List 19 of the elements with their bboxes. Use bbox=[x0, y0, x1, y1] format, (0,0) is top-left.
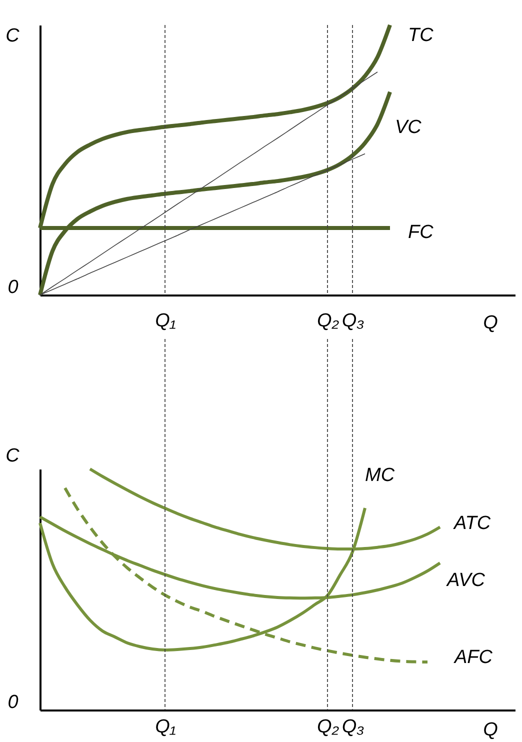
x-axis-title: Q bbox=[483, 720, 498, 740]
series-label: TC bbox=[408, 25, 434, 46]
series-label: AVC bbox=[446, 570, 486, 591]
series-label: ATC bbox=[453, 513, 491, 534]
y-axis-title: C bbox=[6, 446, 20, 466]
series-label: FC bbox=[408, 222, 434, 244]
text: 0 bbox=[8, 277, 19, 298]
x-tick-label: Q₃ bbox=[342, 716, 365, 738]
text: 0 bbox=[8, 692, 19, 713]
series-label: AFC bbox=[454, 647, 493, 668]
x-tick-label: Q₁ bbox=[155, 716, 176, 738]
x-tick-label: Q₂ bbox=[316, 716, 340, 738]
x-tick-label: Q₁ bbox=[155, 310, 176, 332]
x-axis-title: Q bbox=[483, 312, 498, 334]
x-tick-label: Q₂ bbox=[316, 310, 340, 332]
y-axis-title: C bbox=[6, 26, 20, 46]
x-tick-label: Q₃ bbox=[342, 310, 365, 332]
series-label: MC bbox=[365, 465, 395, 486]
series-label: VC bbox=[395, 116, 422, 138]
